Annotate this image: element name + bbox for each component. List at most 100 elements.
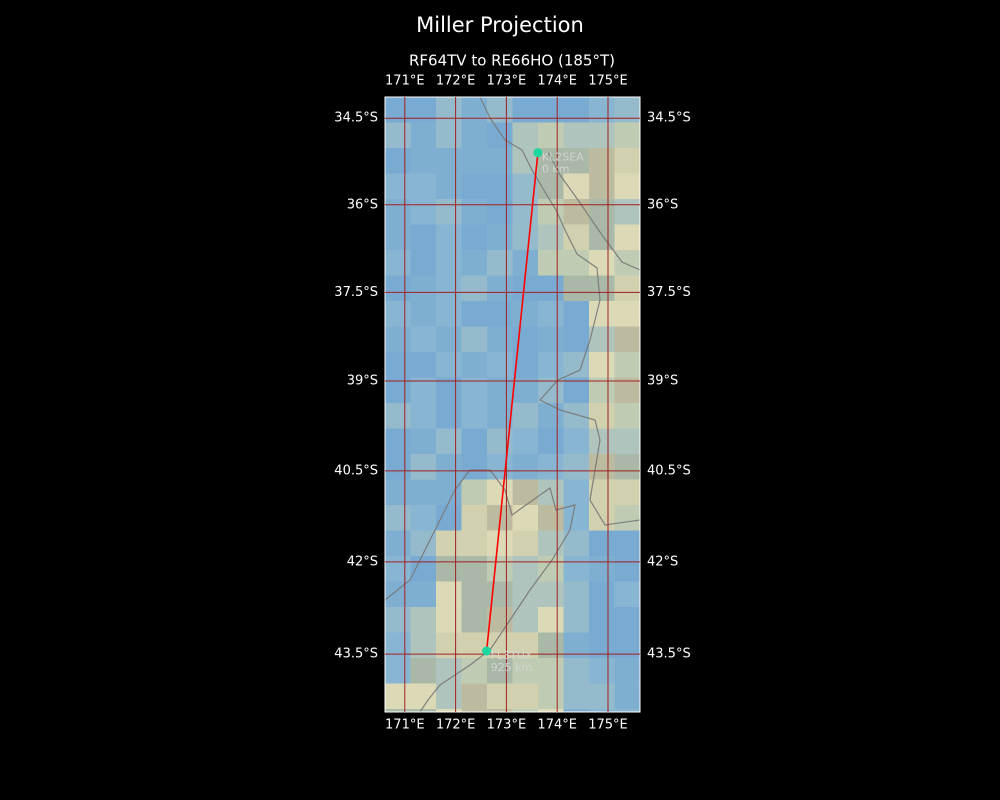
terrain-tile (512, 403, 539, 429)
terrain-tile (589, 428, 615, 455)
terrain-tile (589, 403, 615, 429)
terrain-tile (461, 122, 488, 149)
y-tick-label: 40.5°S (334, 463, 378, 478)
terrain-tile (436, 148, 462, 174)
terrain-tile (436, 709, 462, 712)
terrain-tile (385, 199, 411, 225)
terrain-tile (614, 250, 640, 276)
terrain-tile (614, 505, 640, 531)
terrain-tile (385, 683, 411, 710)
y-tick-label: 34.5°S (647, 111, 691, 126)
terrain-tile (410, 683, 437, 710)
terrain-tile (487, 377, 513, 404)
terrain-tile (538, 250, 564, 276)
terrain-tile (410, 377, 437, 404)
terrain-tile (563, 556, 590, 582)
station-label: KL2SEA (542, 151, 584, 164)
terrain-tile (589, 530, 615, 557)
terrain-tile (410, 352, 437, 378)
terrain-tile (487, 326, 513, 353)
terrain-tile (614, 658, 640, 684)
terrain-tile (563, 709, 590, 712)
y-tick-label: 39°S (347, 374, 378, 389)
terrain-tile (461, 683, 488, 710)
terrain-tile (461, 326, 488, 353)
distance-label: 0 km (542, 163, 570, 176)
terrain-tile (512, 377, 539, 404)
terrain-tile (385, 173, 411, 200)
terrain-tile (436, 530, 462, 557)
terrain-tile (614, 709, 640, 712)
terrain-tile (563, 479, 590, 506)
x-tick-label: 174°E (537, 74, 577, 89)
terrain-tile (614, 122, 640, 149)
x-tick-label: 174°E (537, 718, 577, 733)
terrain-tile (589, 556, 615, 582)
route-line (485, 152, 539, 652)
terrain-tile (436, 97, 462, 123)
terrain-tile (589, 148, 615, 174)
terrain-tile (461, 709, 488, 712)
terrain-tile (385, 581, 411, 608)
title: Miller Projection (416, 13, 584, 37)
terrain-tile (589, 581, 615, 608)
terrain-tile (512, 454, 539, 480)
terrain-tile (436, 403, 462, 429)
terrain-tile (385, 479, 411, 506)
terrain-raster (385, 97, 640, 712)
terrain-tile (512, 479, 539, 506)
north-island-east (547, 151, 640, 271)
terrain-tile (563, 301, 590, 327)
terrain-tile (614, 224, 640, 251)
terrain-tile (461, 173, 488, 200)
terrain-tile (461, 530, 488, 557)
terrain-tile (563, 607, 590, 633)
terrain-tile (436, 454, 462, 480)
terrain-tile (563, 581, 590, 608)
terrain-tile (614, 683, 640, 710)
terrain-tile (461, 505, 488, 531)
terrain-tile (512, 505, 539, 531)
y-tick-label: 42°S (347, 554, 378, 569)
terrain-tile (589, 607, 615, 633)
terrain-tile (538, 301, 564, 327)
terrain-tile (436, 173, 462, 200)
terrain-tile (487, 709, 513, 712)
terrain-tile (410, 479, 437, 506)
terrain-tile (589, 352, 615, 378)
terrain-tile (385, 224, 411, 251)
terrain-tile (487, 301, 513, 327)
station-marker (482, 646, 492, 656)
terrain-tile (614, 377, 640, 404)
terrain-tile (512, 556, 539, 582)
y-tick-label: 40.5°S (647, 463, 691, 478)
terrain-tile (589, 199, 615, 225)
terrain-tile (410, 173, 437, 200)
terrain-tile (487, 530, 513, 557)
terrain-tile (487, 403, 513, 429)
terrain-tile (410, 97, 437, 123)
terrain-tile (410, 428, 437, 455)
terrain-tile (385, 428, 411, 455)
terrain-tile (487, 683, 513, 710)
north-island-coast (479, 97, 640, 526)
terrain-tile (410, 607, 437, 633)
terrain-tile (461, 224, 488, 251)
y-tick-label: 36°S (347, 197, 378, 212)
terrain-tile (487, 556, 513, 582)
terrain-tile (512, 709, 539, 712)
terrain-tile (461, 275, 488, 302)
terrain-tile (563, 377, 590, 404)
terrain-tile (614, 607, 640, 633)
terrain-tile (385, 97, 411, 123)
terrain-tile (410, 403, 437, 429)
terrain-tile (563, 250, 590, 276)
terrain-tile (589, 250, 615, 276)
terrain-tile (487, 122, 513, 149)
terrain-tile (614, 581, 640, 608)
x-tick-label: 172°E (436, 718, 476, 733)
terrain-tile (563, 403, 590, 429)
terrain-tile (538, 428, 564, 455)
terrain-tile (487, 224, 513, 251)
